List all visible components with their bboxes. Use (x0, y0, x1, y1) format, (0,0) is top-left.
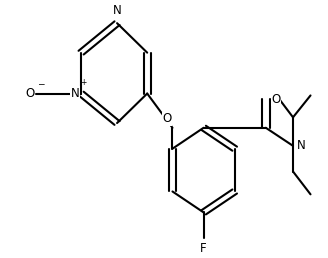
Text: +: + (80, 78, 87, 87)
Text: N: N (71, 87, 79, 100)
Text: F: F (200, 243, 207, 255)
Text: O: O (26, 87, 35, 100)
Text: O: O (272, 93, 281, 106)
Text: N: N (297, 139, 306, 152)
Text: O: O (162, 112, 172, 125)
Text: N: N (113, 4, 121, 17)
Text: −: − (37, 79, 45, 88)
